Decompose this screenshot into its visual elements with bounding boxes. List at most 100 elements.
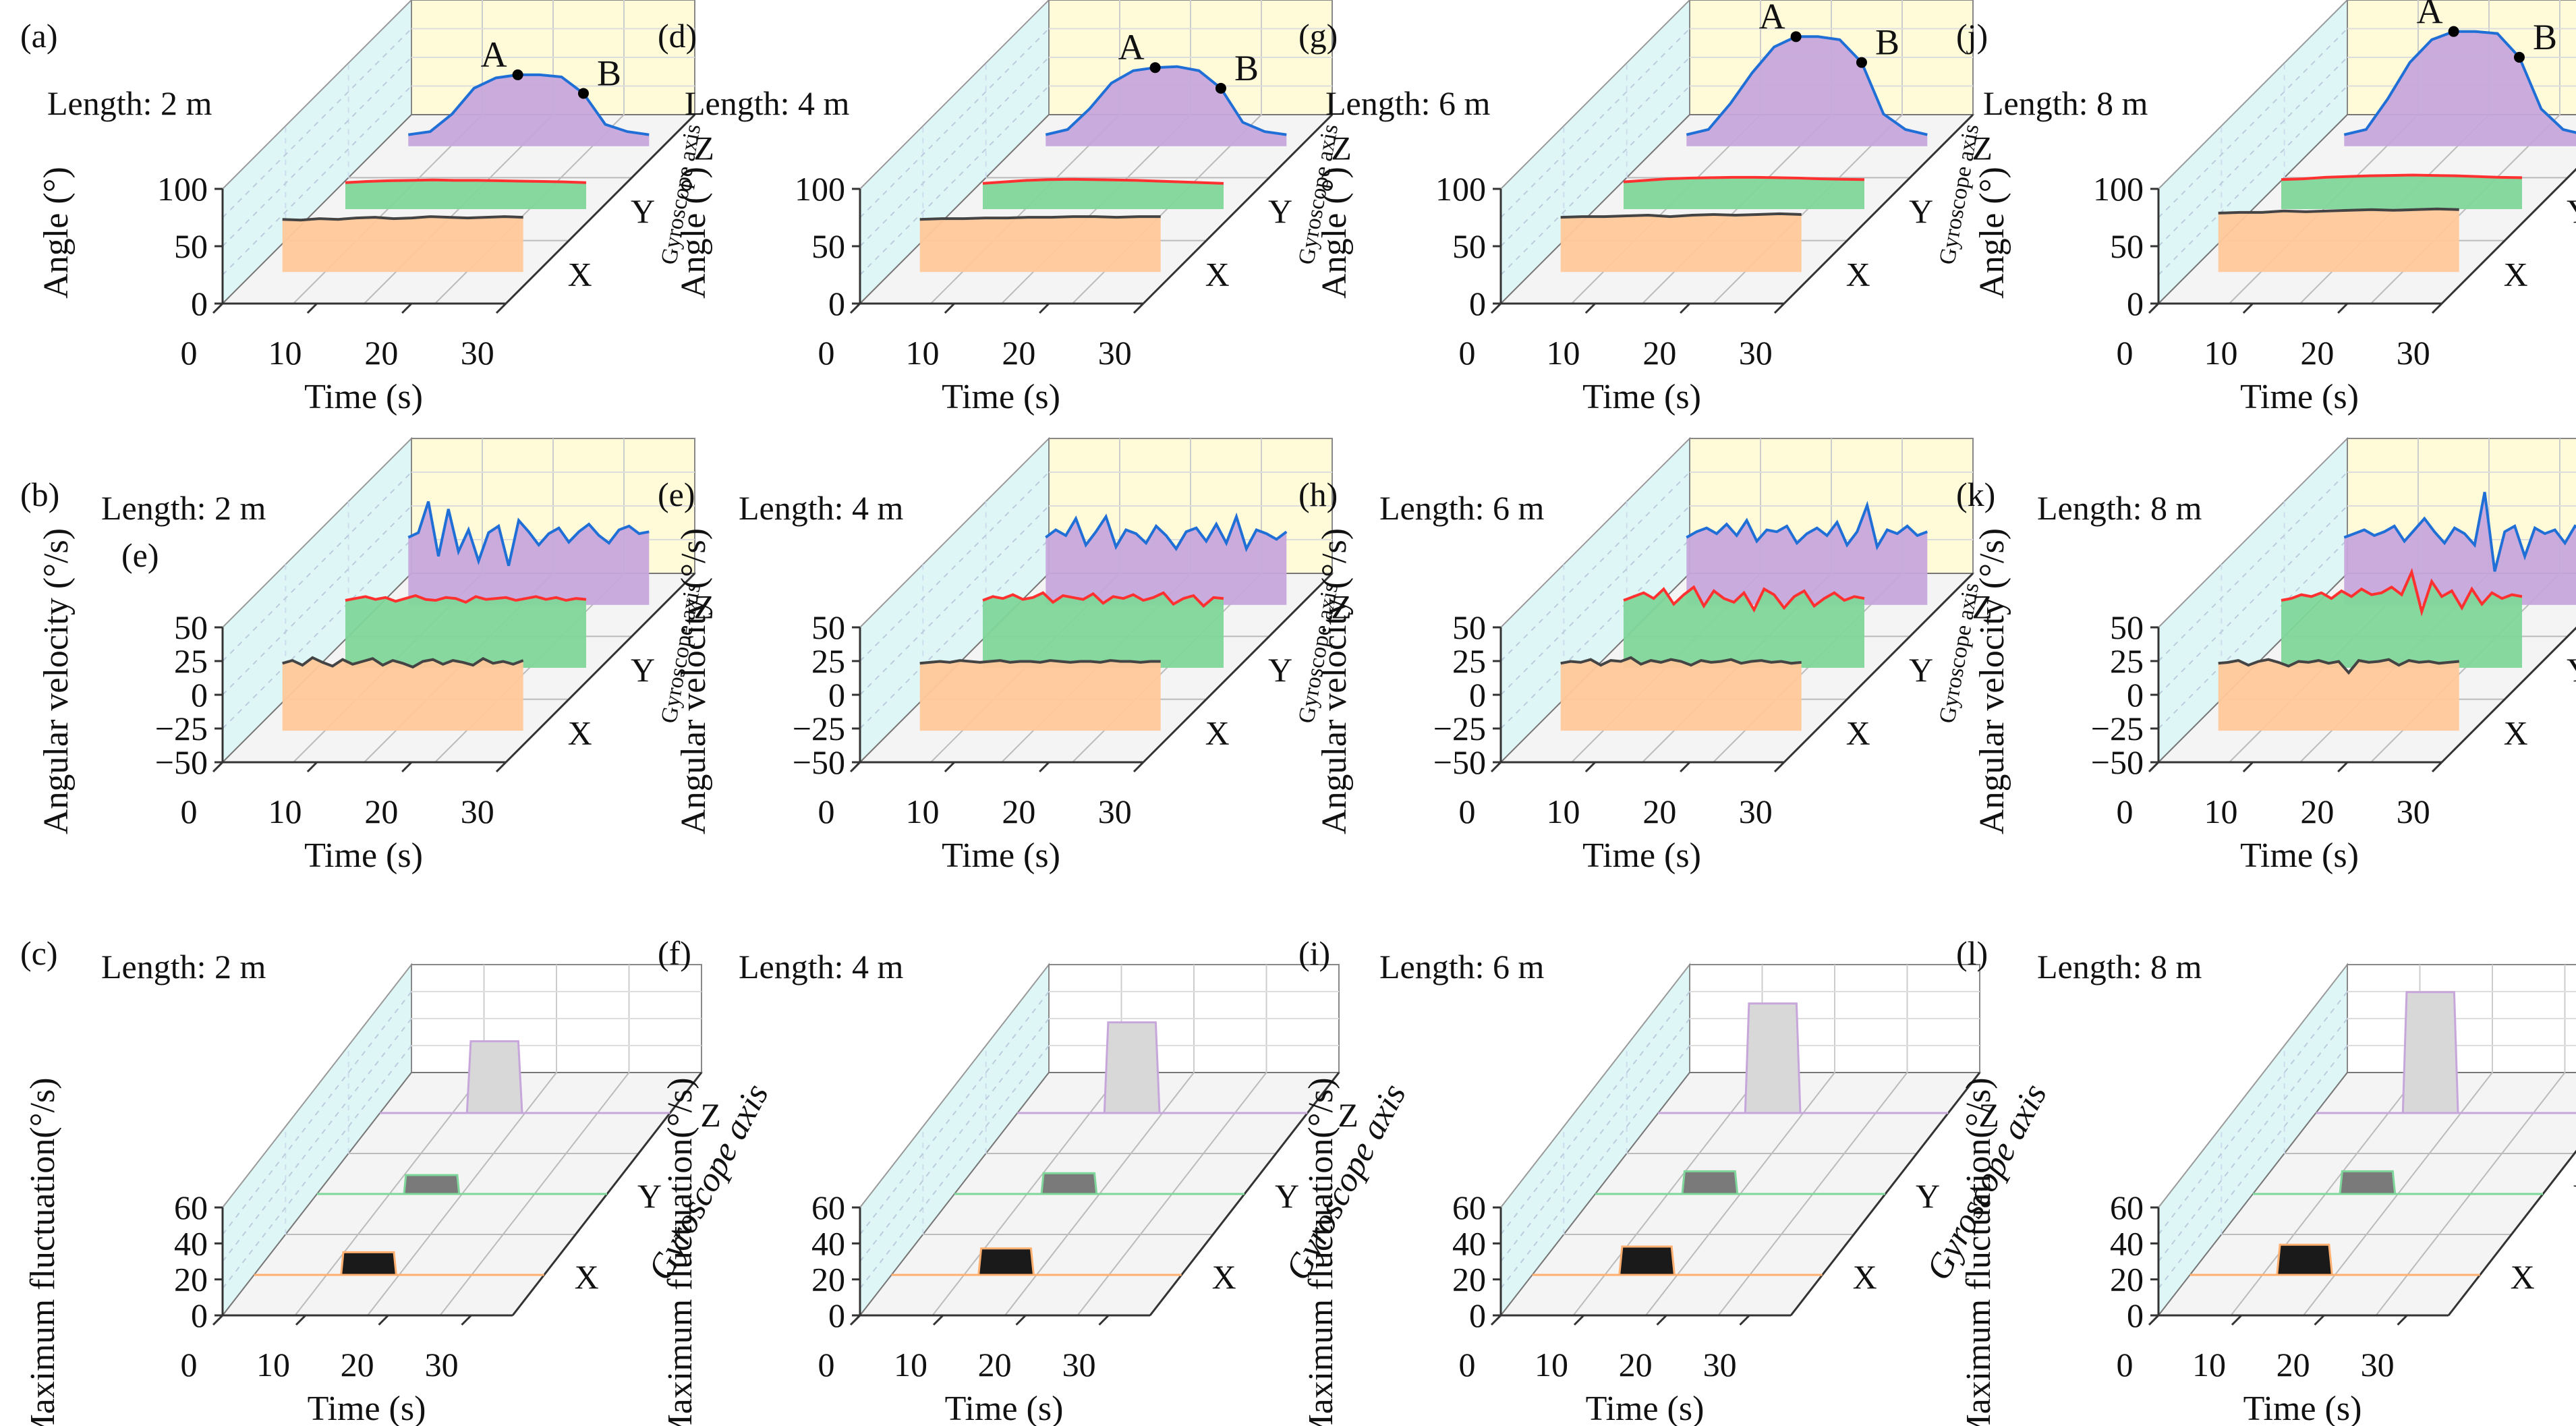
x-tick-label: 10 [894,1346,927,1384]
series-line-X [919,215,1161,221]
wall-gridline [2158,1018,2348,1262]
x-axis-title: Time (s) [2240,836,2359,875]
x-tick [495,302,507,314]
series-fill-X [2218,208,2459,273]
x-tick [1039,761,1050,773]
y-tick-label: −50 [793,743,845,781]
bar-X [340,1251,398,1276]
series-Y [345,178,587,209]
wall-gridline [222,472,412,662]
x-tick-label: 30 [1703,1346,1737,1384]
x-axis-title: Time (s) [1582,378,1701,416]
x-tick-label: 10 [905,793,939,830]
gyro-axis-label-Z: Z [1978,1096,1999,1134]
series-fill-Z [408,501,650,605]
panel-letter: (c) [20,934,58,972]
bar-X [977,1247,1035,1276]
wall-gridline [859,1045,1050,1289]
gyro-axis-label-Y: Y [631,192,655,230]
gyro-axis-label-Z: Z [693,588,714,626]
bar-Y [1681,1170,1739,1195]
x-tick-label: 20 [2277,1346,2310,1384]
x-tick [461,1314,472,1326]
series-line-X [282,656,524,669]
series-line-X [2218,207,2459,215]
series-line-Y [1623,585,1865,613]
x-tick [1098,1314,1110,1326]
y-tick-label: 100 [1435,170,1486,208]
x-tick-label: 20 [978,1346,1012,1384]
series-X [1560,656,1802,731]
series-line-Z [1045,512,1288,552]
series-fill-X [919,660,1161,731]
x-tick-label: 30 [2397,793,2430,830]
extra-label: (e) [121,536,159,574]
y-tick-label: 0 [2127,1296,2144,1334]
x-tick-label: 20 [1002,793,1035,830]
x-tick [2231,1314,2243,1326]
wall-gridline [1500,472,1690,662]
marker-A [512,69,523,80]
y-tick-label: 0 [2127,676,2144,714]
wall-gridline [2158,28,2348,219]
wall-gridline [222,85,412,276]
series-Y [2281,173,2523,209]
series-fill-Z [1046,516,1287,605]
x-axis-title: Time (s) [308,1390,426,1426]
bar-Z [1744,1002,1802,1114]
x-tick [1680,761,1691,773]
x-tick [849,761,861,773]
point-label-A: A [1118,27,1145,67]
y-axis-title: Maximum fluctuation(°/s) [1302,1077,1340,1426]
y-tick-label: 0 [828,676,845,714]
wall-gridline [859,28,1050,219]
length-label: Length: 4 m [739,489,904,527]
x-tick [495,761,507,773]
depth-axis-line [505,572,696,764]
y-tick-label: 25 [2110,642,2144,680]
gyro-axis-label-Y: Y [2567,651,2576,689]
bar-Z [465,1040,523,1114]
series-fill-X [282,217,523,273]
series-line-Z [1686,35,1928,136]
panel-letter: (k) [1956,476,1995,513]
wall-gridline [859,991,1050,1235]
y-axis-title: Angle (°) [37,167,76,299]
panel-letter: (g) [1298,17,1338,55]
x-tick-label: 20 [364,334,398,372]
series-fill-Y [2281,572,2522,668]
wall-gridline [859,472,1050,662]
point-label-A: A [2417,0,2443,32]
y-tick-label: 100 [2093,170,2144,208]
x-tick [1773,302,1785,314]
x-tick-label: 0 [2117,793,2134,830]
gyro-axis-label-Z: Z [693,130,714,167]
depth-axis-line [1783,572,1974,764]
y-tick-label: 50 [2110,608,2144,646]
y-tick-label: 20 [811,1261,845,1299]
x-tick [2242,302,2254,314]
marker-A [1149,62,1161,74]
bar-X [1618,1245,1676,1276]
series-fill-Z [1046,66,1287,146]
marker-B [1856,57,1867,68]
y-tick-label: −25 [1433,710,1486,747]
panel-letter: (j) [1956,17,1988,55]
series-fill-Z [1686,36,1928,146]
series-fill-Z [408,74,650,146]
y-tick-label: 40 [811,1224,845,1262]
panel-letter: (l) [1956,934,1988,972]
x-axis-title: Time (s) [1586,1390,1705,1426]
wall-gridline [2158,505,2348,695]
x-tick-label: 30 [1739,793,1773,830]
y-tick-label: 20 [2110,1261,2144,1299]
x-tick [1133,302,1145,314]
gyro-axis-label-X: X [568,255,592,293]
y-axis-title: Angle (°) [675,167,713,299]
x-tick-label: 0 [181,1346,198,1384]
